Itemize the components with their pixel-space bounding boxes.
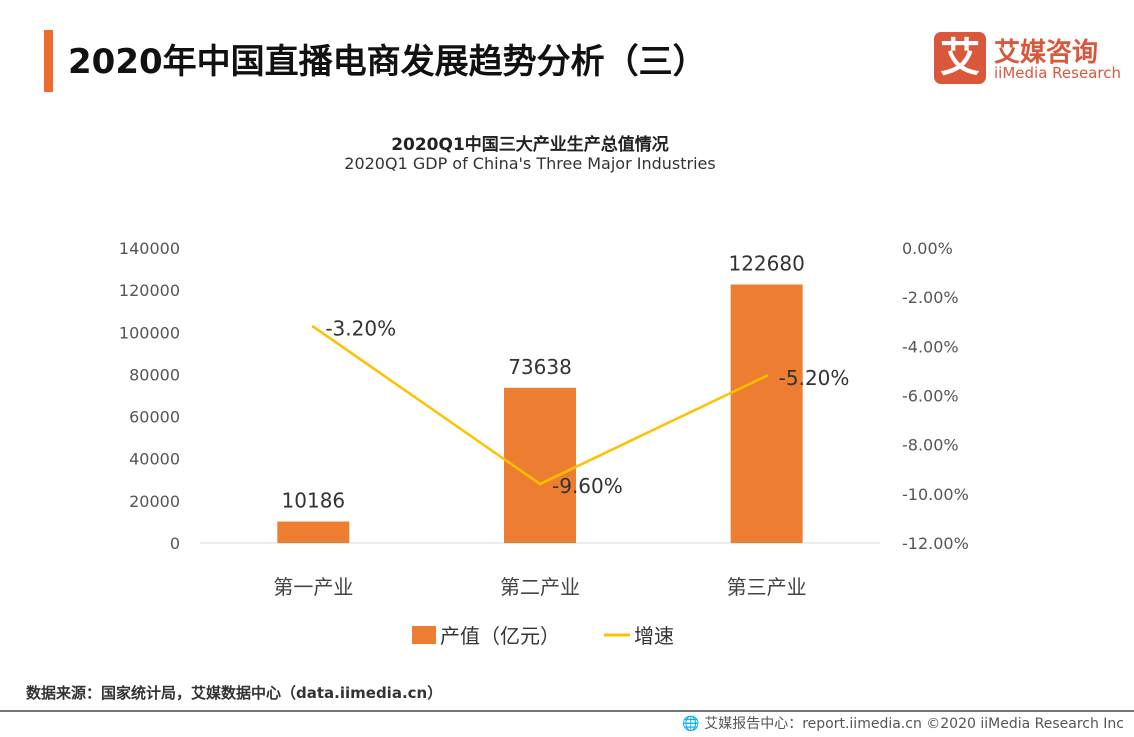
left-axis-tick: 100000: [119, 323, 180, 342]
right-axis-tick: 0.00%: [902, 239, 953, 258]
logo-mark-icon: 艾: [934, 32, 986, 84]
category-label: 第三产业: [727, 575, 807, 599]
line-data-label: -9.60%: [552, 474, 623, 498]
line-data-label: -5.20%: [779, 366, 850, 390]
chart-subtitle: 2020Q1 GDP of China's Three Major Indust…: [344, 154, 716, 173]
left-axis-tick: 20000: [129, 492, 180, 511]
globe-icon: 🌐: [682, 716, 705, 732]
logo: 艾 艾媒咨询 iiMedia Research: [934, 32, 1124, 84]
legend-line-label: 增速: [634, 624, 674, 648]
title-accent-bar: [44, 30, 53, 92]
left-axis-tick: 0: [170, 534, 180, 553]
bar-data-label: 122680: [728, 251, 804, 275]
line-point: [538, 482, 542, 486]
bar-data-label: 73638: [508, 355, 572, 379]
bar: [504, 387, 576, 543]
right-axis-tick: -4.00%: [902, 337, 959, 356]
bar: [730, 284, 803, 543]
footer-text: 艾媒报告中心：report.iimedia.cn ©2020 iiMedia R…: [704, 716, 1124, 732]
line-point: [311, 325, 315, 329]
left-axis-tick: 140000: [119, 239, 180, 258]
logo-name-cn: 艾媒咨询: [994, 38, 1099, 68]
category-label: 第二产业: [500, 575, 580, 599]
right-axis-tick: -6.00%: [902, 387, 959, 406]
right-axis-tick: -8.00%: [902, 436, 959, 455]
bar-data-label: 10186: [282, 489, 346, 513]
legend-bar-label: 产值（亿元）: [440, 624, 560, 648]
category-label: 第一产业: [273, 575, 353, 599]
left-axis-tick: 80000: [129, 365, 180, 384]
right-axis-tick: -10.00%: [902, 485, 969, 504]
line-data-label: -3.20%: [325, 317, 396, 341]
bar: [277, 521, 350, 543]
right-axis-tick: -2.00%: [902, 288, 959, 307]
legend-bar-swatch: [412, 626, 436, 644]
chart-title: 2020Q1中国三大产业生产总值情况: [391, 135, 669, 155]
footer-divider: [0, 710, 1134, 712]
left-axis-tick: 60000: [129, 408, 180, 427]
data-source: 数据来源：国家统计局，艾媒数据中心（data.iimedia.cn）: [26, 684, 443, 702]
line-point: [765, 374, 769, 378]
page-title: 2020年中国直播电商发展趋势分析（三）: [68, 42, 707, 82]
right-axis-tick: -12.00%: [902, 534, 969, 553]
logo-name-en: iiMedia Research: [994, 64, 1121, 82]
left-axis-tick: 120000: [119, 281, 180, 300]
left-axis-tick: 40000: [129, 450, 180, 469]
footer: 🌐 艾媒报告中心：report.iimedia.cn ©2020 iiMedia…: [682, 713, 1124, 733]
